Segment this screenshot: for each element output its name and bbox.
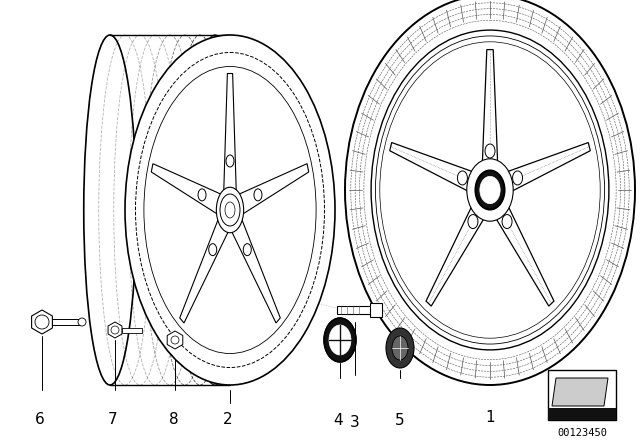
Polygon shape <box>108 322 122 338</box>
Text: 4: 4 <box>333 413 343 428</box>
Polygon shape <box>483 183 554 306</box>
Ellipse shape <box>324 318 356 362</box>
Ellipse shape <box>485 144 495 158</box>
Polygon shape <box>390 142 493 201</box>
Ellipse shape <box>468 215 478 228</box>
Polygon shape <box>31 310 52 334</box>
Ellipse shape <box>78 318 86 326</box>
Ellipse shape <box>209 244 217 256</box>
Ellipse shape <box>243 244 252 256</box>
Bar <box>548 408 616 420</box>
Text: 1: 1 <box>485 410 495 425</box>
Text: 2: 2 <box>223 412 233 427</box>
Ellipse shape <box>125 35 335 385</box>
Polygon shape <box>426 183 497 306</box>
Ellipse shape <box>221 195 239 225</box>
Ellipse shape <box>198 189 206 201</box>
Ellipse shape <box>476 171 504 210</box>
Ellipse shape <box>392 336 408 360</box>
Bar <box>337 306 373 314</box>
Ellipse shape <box>329 325 351 355</box>
Ellipse shape <box>226 155 234 167</box>
Ellipse shape <box>502 215 512 228</box>
Ellipse shape <box>216 187 244 233</box>
Polygon shape <box>225 203 280 323</box>
Ellipse shape <box>386 328 414 368</box>
Ellipse shape <box>467 159 513 221</box>
Bar <box>52 319 82 325</box>
Polygon shape <box>481 50 499 190</box>
Text: 8: 8 <box>169 412 179 427</box>
Ellipse shape <box>371 30 609 350</box>
Text: 7: 7 <box>108 412 118 427</box>
Text: 00123450: 00123450 <box>557 428 607 438</box>
Ellipse shape <box>458 171 467 185</box>
Text: 3: 3 <box>350 415 360 430</box>
Text: 6: 6 <box>35 412 45 427</box>
Bar <box>122 328 142 333</box>
Ellipse shape <box>220 194 240 226</box>
Polygon shape <box>552 378 608 406</box>
Polygon shape <box>228 164 308 221</box>
Ellipse shape <box>254 189 262 201</box>
Polygon shape <box>487 142 590 201</box>
Polygon shape <box>223 73 237 210</box>
Ellipse shape <box>480 177 500 204</box>
Polygon shape <box>180 203 236 323</box>
Bar <box>370 303 382 317</box>
Ellipse shape <box>345 0 635 385</box>
Ellipse shape <box>513 171 523 185</box>
Bar <box>548 370 616 420</box>
Text: 5: 5 <box>395 413 405 428</box>
Ellipse shape <box>380 42 600 338</box>
Polygon shape <box>151 164 232 221</box>
Polygon shape <box>167 331 183 349</box>
